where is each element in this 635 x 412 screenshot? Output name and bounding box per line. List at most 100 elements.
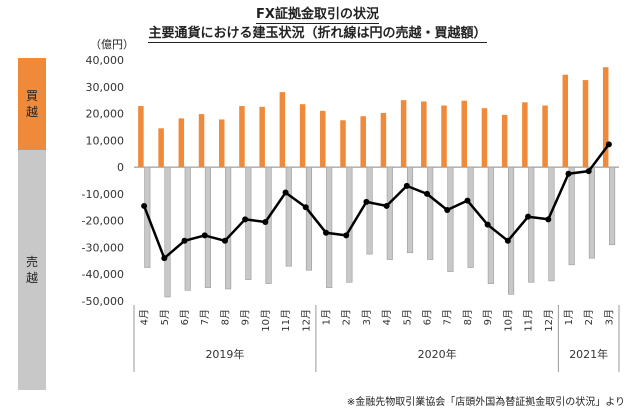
sell-bar (508, 166, 515, 295)
buy-bar (522, 102, 528, 168)
sell-bar (427, 166, 434, 260)
net-position-point (464, 197, 471, 204)
y-tick-label: -50,000 (82, 295, 124, 308)
x-tick-label: 10月 (502, 309, 514, 332)
y-tick-label: -40,000 (82, 268, 124, 281)
x-tick-label: 3月 (603, 309, 615, 325)
x-tick-label: 2月 (341, 309, 353, 325)
buy-bar (320, 110, 326, 168)
buy-bar (239, 106, 245, 168)
sell-bar (406, 166, 414, 254)
year-label: 2020年 (418, 347, 457, 361)
x-tick-label: 1月 (563, 309, 575, 325)
sell-bar (265, 166, 272, 284)
sell-bar (528, 166, 535, 283)
sell-bar (225, 166, 232, 290)
x-tick-label: 4月 (139, 309, 151, 325)
x-tick-label: 1月 (320, 309, 332, 325)
net-position-line (142, 143, 610, 260)
buy-bar (360, 116, 366, 168)
sell-bar (366, 166, 373, 255)
x-tick-label: 12月 (300, 309, 312, 332)
x-tick-label: 7月 (199, 309, 211, 325)
sell-side-label: 売 越 (18, 150, 46, 390)
sell-bar (164, 166, 171, 298)
x-tick-label: 12月 (543, 309, 555, 332)
sell-bar (326, 166, 333, 288)
buy-bar (461, 100, 467, 168)
sell-bar (568, 166, 575, 266)
buy-bar (542, 105, 548, 168)
buy-bar (259, 106, 265, 168)
buy-bar (421, 101, 427, 168)
y-tick-label: -10,000 (82, 188, 124, 201)
buy-bar (400, 100, 407, 168)
net-position-point (221, 237, 228, 244)
net-position-point (141, 202, 148, 209)
buy-bar (441, 105, 447, 168)
x-tick-label: 6月 (422, 309, 434, 325)
net-position-point (545, 216, 552, 223)
net-position-point (282, 189, 289, 196)
sell-bar (245, 166, 252, 280)
net-position-point (383, 202, 390, 209)
x-tick-label: 6月 (179, 309, 191, 325)
sell-bar (184, 166, 191, 291)
net-position-point (565, 170, 572, 177)
x-tick-label: 9月 (482, 309, 494, 325)
net-position-point (262, 219, 269, 226)
x-tick-label: 7月 (442, 309, 454, 325)
year-label: 2021年 (569, 347, 608, 361)
x-tick-label: 11月 (523, 309, 535, 332)
net-position-point (363, 198, 370, 205)
buy-bar (380, 113, 387, 168)
x-tick-label: 5月 (401, 309, 413, 325)
sell-bar (548, 166, 555, 282)
net-position-point (322, 229, 329, 236)
x-tick-label: 5月 (159, 309, 171, 325)
x-tick-label: 11月 (280, 309, 292, 332)
x-tick-label: 2月 (583, 309, 595, 325)
y-tick-label: -20,000 (82, 215, 124, 228)
net-position-point (343, 232, 350, 239)
buy-bar (340, 120, 346, 168)
net-position-point (504, 237, 511, 244)
x-tick-label: 8月 (462, 309, 474, 325)
buy-bar (198, 114, 205, 168)
x-tick-label: 9月 (240, 309, 252, 325)
net-position-point (424, 190, 431, 197)
buy-bar (582, 80, 589, 168)
net-position-point (242, 216, 249, 223)
year-label: 2019年 (205, 347, 244, 361)
net-position-point (201, 232, 208, 239)
sell-bar (467, 166, 474, 268)
buy-bar (299, 104, 306, 168)
y-tick-label: 20,000 (86, 108, 125, 121)
buy-side-label: 買 越 (18, 58, 46, 150)
sell-bar (386, 166, 393, 260)
sell-bar (285, 166, 292, 267)
buy-bar (501, 114, 508, 168)
net-position-point (161, 255, 168, 262)
chart-subtitle: 主要通貨における建玉状況（折れ線は円の売越・買越額） (148, 26, 487, 43)
buy-bar (279, 92, 286, 168)
buy-bar (602, 67, 609, 168)
x-tick-label: 8月 (219, 309, 231, 325)
buy-bar (562, 74, 569, 168)
net-position-point (605, 141, 612, 148)
y-tick-label: 0 (117, 161, 124, 174)
buy-bar (138, 106, 144, 168)
y-tick-label: 40,000 (86, 54, 125, 67)
net-position-point (181, 237, 188, 244)
buy-bar (178, 118, 185, 168)
sell-bar (204, 166, 211, 288)
buy-bar (481, 108, 488, 168)
x-tick-label: 3月 (361, 309, 373, 325)
y-tick-label: 10,000 (86, 134, 125, 147)
sell-bar (447, 166, 454, 272)
x-tick-label: 4月 (381, 309, 393, 325)
net-position-point (585, 168, 592, 175)
net-position-point (403, 182, 410, 189)
net-position-point (302, 204, 309, 211)
